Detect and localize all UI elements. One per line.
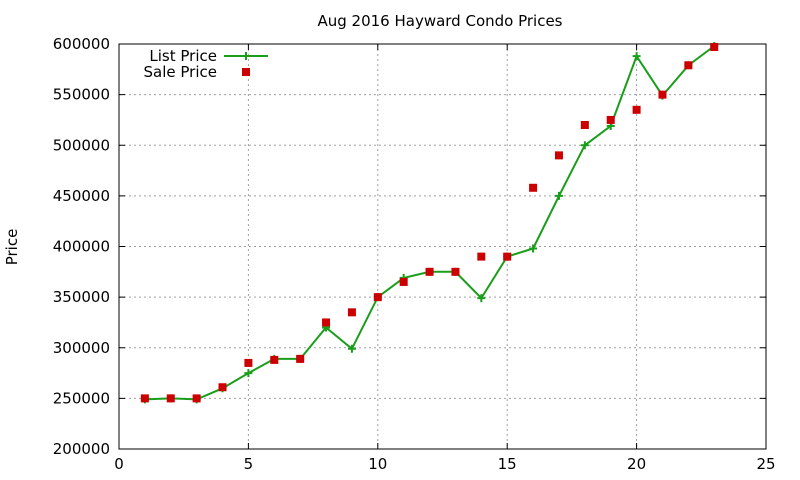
sale-price-point — [270, 355, 279, 364]
sale-price-point — [322, 318, 331, 327]
sale-price-point — [192, 394, 201, 403]
sale-price-point — [373, 293, 382, 302]
list-price-point — [632, 52, 641, 61]
y-tick-label: 500000 — [53, 136, 110, 154]
x-tick-label: 5 — [244, 455, 254, 473]
legend-marker-list-price — [242, 52, 250, 60]
legend-label-list-price: List Price — [149, 47, 217, 65]
sale-price-point — [477, 252, 486, 261]
x-tick-label: 25 — [756, 455, 775, 473]
list-price-point — [580, 141, 589, 150]
list-price-point — [477, 294, 486, 303]
sale-price-point — [218, 383, 227, 392]
y-tick-label: 450000 — [53, 187, 110, 205]
chart-title: Aug 2016 Hayward Condo Prices — [317, 12, 562, 30]
y-tick-label: 550000 — [53, 86, 110, 104]
sale-price-point — [399, 277, 408, 286]
sale-price-point — [425, 267, 434, 276]
sale-price-point — [580, 121, 589, 129]
sale-price-point — [684, 61, 693, 70]
series-layer — [140, 42, 719, 404]
sale-price-point — [554, 151, 563, 160]
legend: List Price Sale Price — [144, 47, 268, 81]
y-tick-label: 600000 — [53, 35, 110, 53]
x-tick-label: 0 — [114, 455, 124, 473]
sale-price-point — [529, 183, 538, 192]
sale-price-point — [658, 90, 667, 99]
sale-price-point — [632, 105, 641, 114]
list-price-point — [244, 369, 253, 378]
grid-lines — [119, 44, 766, 449]
sale-price-point — [166, 394, 175, 403]
y-tick-label: 400000 — [53, 238, 110, 256]
list-price-point — [347, 344, 356, 353]
sale-price-point — [710, 43, 719, 52]
sale-price-point — [503, 252, 512, 261]
axis-ticks: 0 5 10 15 20 25 200000 250000 300000 350000 400000… — [53, 35, 776, 473]
y-tick-label: 250000 — [53, 389, 110, 407]
sale-price-point — [296, 354, 305, 363]
x-tick-label: 15 — [498, 455, 517, 473]
sale-price-point — [606, 115, 615, 124]
x-tick-label: 10 — [368, 455, 387, 473]
sale-price-point — [347, 308, 356, 317]
sale-price-point — [451, 267, 460, 276]
sale-price-point — [140, 394, 149, 403]
y-tick-label: 350000 — [53, 288, 110, 306]
x-tick-label: 20 — [627, 455, 646, 473]
plot-area-border — [118, 43, 767, 450]
legend-marker-sale-price — [242, 68, 250, 76]
list-price-point — [554, 191, 563, 200]
list-price-point — [529, 244, 538, 253]
y-tick-label: 300000 — [53, 339, 110, 357]
y-tick-label: 200000 — [53, 440, 110, 458]
list-price-line — [144, 45, 715, 401]
legend-label-sale-price: Sale Price — [144, 63, 217, 81]
y-axis-label: Price — [3, 229, 21, 266]
sale-price-point — [244, 358, 253, 367]
